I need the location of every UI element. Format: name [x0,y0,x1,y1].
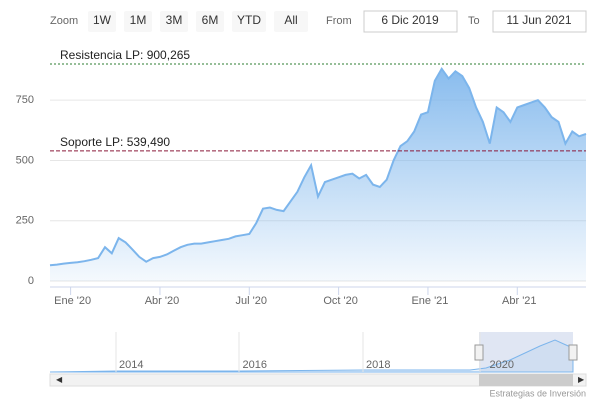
button-label: All [284,13,297,27]
y-tick-label: 250 [16,215,34,227]
button-bg [124,11,152,32]
navigator-handle[interactable] [474,344,484,361]
y-tick-label: 0 [28,275,34,287]
scroll-right[interactable]: ▶ [578,375,585,384]
y-tick-label: 750 [16,94,34,106]
scrollbar-thumb[interactable] [479,374,573,386]
button-label: 3M [166,13,183,27]
range-button[interactable]: 3M [160,11,188,32]
navigator-label: 2014 [119,359,143,371]
from-input[interactable] [363,10,458,33]
button-bg [274,11,308,32]
navigator-handle[interactable] [568,344,578,361]
button-bg [196,11,224,32]
range-button[interactable]: All [274,11,308,32]
scrollbar[interactable] [49,373,587,387]
y-tick-label: 500 [16,154,34,166]
navigator-label: 2016 [243,359,267,371]
from-date[interactable]: 6 Dic 2019 [381,13,439,27]
x-tick-label: Jul '20 [236,295,267,307]
line [49,66,587,267]
range-button[interactable]: 6M [196,11,224,32]
from-label: From [326,15,352,27]
to-input[interactable] [492,10,587,33]
to-date[interactable]: 11 Jun 2021 [506,13,571,27]
range-button[interactable]: YTD [232,11,266,32]
button-label: 1W [93,13,112,27]
button-bg [232,11,266,32]
x-tick-label: Ene '21 [411,295,448,307]
button-bg [160,11,188,32]
x-tick-label: Oct '20 [323,295,358,307]
button-label: 6M [202,13,219,27]
x-tick-label: Abr '21 [502,295,537,307]
scroll-left[interactable]: ◀ [56,375,63,384]
button-bg [88,11,116,32]
plot-line-label: Resistencia LP: 900,265 [60,48,190,62]
x-tick-label: Ene '20 [54,295,91,307]
button-label: 1M [130,13,147,27]
plot-line-label: Soporte LP: 539,490 [60,135,170,149]
navigator-label: 2020 [490,359,514,371]
to-label: To [468,15,480,27]
range-button[interactable]: 1M [124,11,152,32]
button-label: YTD [237,13,261,27]
x-tick-label: Abr '20 [145,295,180,307]
area [50,68,586,281]
credits[interactable]: Estrategias de Inversión [489,388,586,398]
zoom-label: Zoom [50,15,78,27]
range-button[interactable]: 1W [88,11,116,32]
navigator-label: 2018 [366,359,390,371]
